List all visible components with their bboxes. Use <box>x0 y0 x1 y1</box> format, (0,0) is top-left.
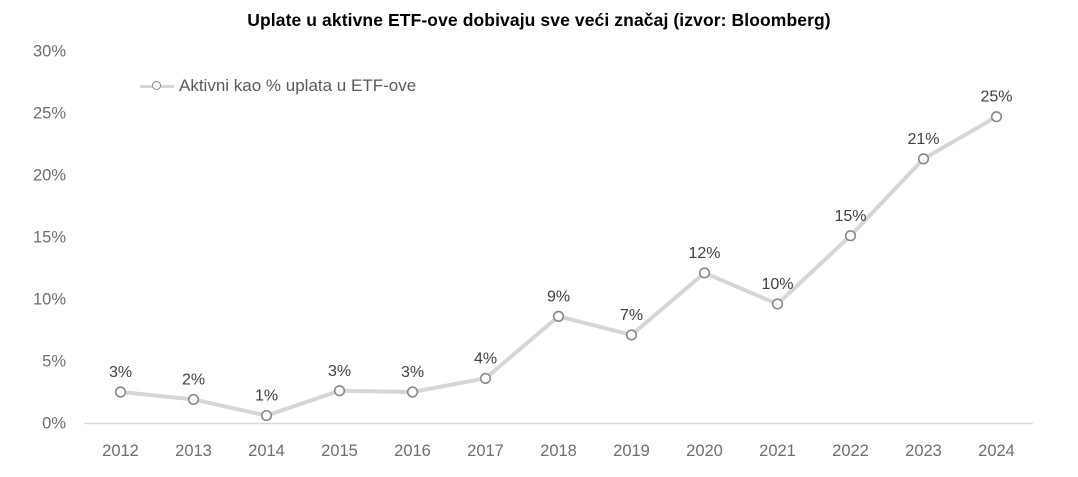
data-point-label: 9% <box>547 288 570 305</box>
data-point-marker <box>552 310 565 322</box>
data-point-label: 7% <box>620 307 643 324</box>
data-point-marker <box>990 111 1003 123</box>
legend-label: Aktivni kao % uplata u ETF-ove <box>179 76 417 95</box>
data-point-marker <box>625 329 638 341</box>
data-point-marker <box>114 386 127 398</box>
legend-circle-icon <box>152 81 161 90</box>
x-tick-label: 2016 <box>394 442 431 460</box>
x-tick-label: 2021 <box>759 442 796 460</box>
y-tick-label: 25% <box>33 105 66 123</box>
y-tick-label: 30% <box>33 43 66 61</box>
x-tick-label: 2024 <box>978 442 1015 460</box>
data-point-label: 4% <box>474 350 497 367</box>
y-tick-label: 0% <box>42 415 66 433</box>
data-point-marker <box>187 393 200 406</box>
x-tick-label: 2018 <box>540 442 577 460</box>
x-tick-label: 2020 <box>686 442 723 460</box>
data-point-marker <box>844 230 857 242</box>
chart-title: Uplate u aktivne ETF-ove dobivaju sve ve… <box>247 10 831 30</box>
x-tick-label: 2022 <box>832 442 869 460</box>
legend: Aktivni kao % uplata u ETF-ove <box>140 76 416 96</box>
x-tick-label: 2015 <box>321 442 358 460</box>
data-point-label: 10% <box>761 276 793 293</box>
x-tick-label: 2014 <box>248 442 285 460</box>
series-line <box>120 114 998 418</box>
data-point-marker <box>406 386 419 398</box>
data-point-label: 3% <box>109 364 132 381</box>
x-tick-label: 2013 <box>175 442 212 460</box>
y-tick-label: 20% <box>33 167 66 185</box>
data-point-label: 3% <box>401 364 424 381</box>
legend-line-marker-icon <box>140 81 174 92</box>
data-point-label: 12% <box>688 245 720 262</box>
data-point-label: 2% <box>182 371 205 388</box>
data-point-label: 1% <box>255 388 278 405</box>
data-point-label: 21% <box>907 131 939 148</box>
y-tick-label: 15% <box>33 229 66 247</box>
x-tick-label: 2012 <box>102 442 139 460</box>
data-point-marker <box>260 409 273 422</box>
data-point-label: 3% <box>328 363 351 380</box>
data-point-marker <box>771 298 784 310</box>
data-point-label: 25% <box>980 89 1012 106</box>
data-point-marker <box>698 267 711 279</box>
y-tick-label: 5% <box>42 353 66 371</box>
data-point-marker <box>333 385 346 397</box>
x-tick-label: 2019 <box>613 442 650 460</box>
data-point-marker <box>479 372 492 384</box>
x-tick-label: 2023 <box>905 442 942 460</box>
data-point-marker <box>917 153 930 165</box>
x-tick-label: 2017 <box>467 442 504 460</box>
data-point-label: 15% <box>834 208 866 225</box>
y-tick-label: 10% <box>33 291 66 309</box>
